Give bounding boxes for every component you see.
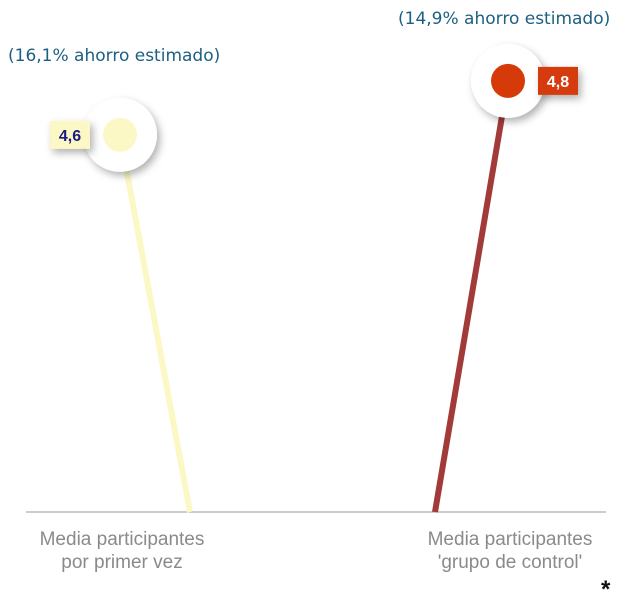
annotation: (14,9% ahorro estimado)	[398, 9, 611, 29]
value-label-box	[50, 120, 90, 149]
value-label: 4,8	[547, 74, 569, 91]
stick	[117, 134, 193, 513]
category-label: Media participantes por primer vez	[39, 529, 205, 573]
head	[103, 117, 137, 152]
stick	[432, 80, 511, 513]
value-label-box	[538, 66, 578, 95]
value-label: 4,6	[59, 128, 81, 145]
annotation: (16,1% ahorro estimado)	[8, 46, 221, 66]
category-label: Media participantes 'grupo de control'	[427, 529, 593, 573]
head	[491, 63, 525, 98]
footnote-mark: *	[601, 576, 611, 603]
